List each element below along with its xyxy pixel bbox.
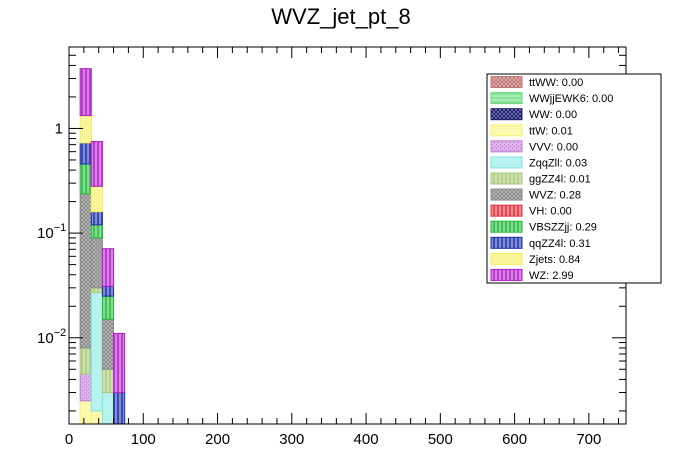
legend-swatch bbox=[490, 268, 523, 281]
legend-swatch bbox=[490, 252, 523, 265]
bar-segment bbox=[90, 141, 103, 187]
legend-entry: ttW: 0.01 bbox=[529, 125, 573, 137]
x-tick-label: 300 bbox=[279, 431, 304, 448]
legend-entry: ZqqZll: 0.03 bbox=[529, 157, 587, 169]
legend-entry: qqZZ4l: 0.31 bbox=[529, 238, 591, 250]
legend-entry: WWjjEWK6: 0.00 bbox=[529, 93, 613, 105]
bars-layer bbox=[79, 68, 126, 425]
bar-segment bbox=[79, 373, 92, 402]
legend-swatch bbox=[490, 92, 523, 105]
x-tick-label: 400 bbox=[354, 431, 379, 448]
bar-segment bbox=[90, 211, 103, 226]
legend-entry: WVZ: 0.28 bbox=[529, 190, 581, 202]
y-tick-label: 10−1 bbox=[37, 222, 66, 242]
bar-segment bbox=[90, 237, 103, 289]
bar-segment bbox=[79, 193, 92, 349]
bar-segment bbox=[101, 295, 115, 320]
legend-entry: Zjets: 0.84 bbox=[529, 254, 580, 266]
bar-segment bbox=[101, 368, 115, 393]
bar-segment bbox=[79, 347, 92, 375]
legend-entry: VVV: 0.00 bbox=[529, 141, 578, 153]
legend-swatch bbox=[490, 204, 523, 217]
bar-segment bbox=[90, 410, 103, 425]
legend-entry: VBSZZjj: 0.29 bbox=[529, 222, 597, 234]
y-tick-label: 10−2 bbox=[37, 327, 66, 347]
legend-entry: ggZZ4l: 0.01 bbox=[529, 174, 591, 186]
bar-segment bbox=[79, 163, 92, 195]
bar-segment bbox=[90, 292, 103, 412]
legend-swatch bbox=[490, 172, 523, 185]
bar-segment bbox=[90, 287, 103, 294]
bar-segment bbox=[79, 142, 92, 165]
legend-swatch bbox=[490, 220, 523, 233]
x-tick-label: 600 bbox=[502, 431, 527, 448]
bar-segment bbox=[79, 400, 92, 425]
bar-segment bbox=[90, 185, 103, 213]
legend-swatch bbox=[490, 76, 523, 89]
bar-segment bbox=[79, 68, 92, 117]
legend-swatch bbox=[490, 236, 523, 249]
bar-segment bbox=[113, 332, 126, 394]
bar-segment bbox=[101, 391, 115, 425]
x-tick-label: 700 bbox=[576, 431, 601, 448]
legend: ttWW: 0.00 WWjjEWK6: 0.00 WW: 0.00 ttW: 0.0… bbox=[486, 73, 662, 284]
bar-segment bbox=[79, 115, 92, 144]
x-tick-label: 0 bbox=[65, 431, 73, 448]
bar-segment bbox=[101, 318, 115, 370]
x-tick-label: 100 bbox=[131, 431, 156, 448]
bar-segment bbox=[113, 391, 126, 425]
legend-swatch bbox=[490, 188, 523, 201]
x-tick-label: 500 bbox=[428, 431, 453, 448]
legend-swatch bbox=[490, 156, 523, 169]
legend-swatch bbox=[490, 108, 523, 121]
chart-title: WVZ_jet_pt_8 bbox=[271, 4, 410, 29]
legend-swatch bbox=[490, 124, 523, 137]
bar-segment bbox=[101, 248, 115, 287]
legend-entry: WZ: 2.99 bbox=[529, 270, 574, 282]
legend-entry: ttWW: 0.00 bbox=[529, 77, 583, 89]
legend-entry: WW: 0.00 bbox=[529, 109, 577, 121]
legend-swatch bbox=[490, 140, 523, 153]
legend-entry: VH: 0.00 bbox=[529, 206, 572, 218]
bar-segment bbox=[90, 224, 103, 239]
y-tick-label: 1 bbox=[55, 120, 63, 137]
bar-segment bbox=[101, 285, 115, 297]
x-tick-label: 200 bbox=[205, 431, 230, 448]
